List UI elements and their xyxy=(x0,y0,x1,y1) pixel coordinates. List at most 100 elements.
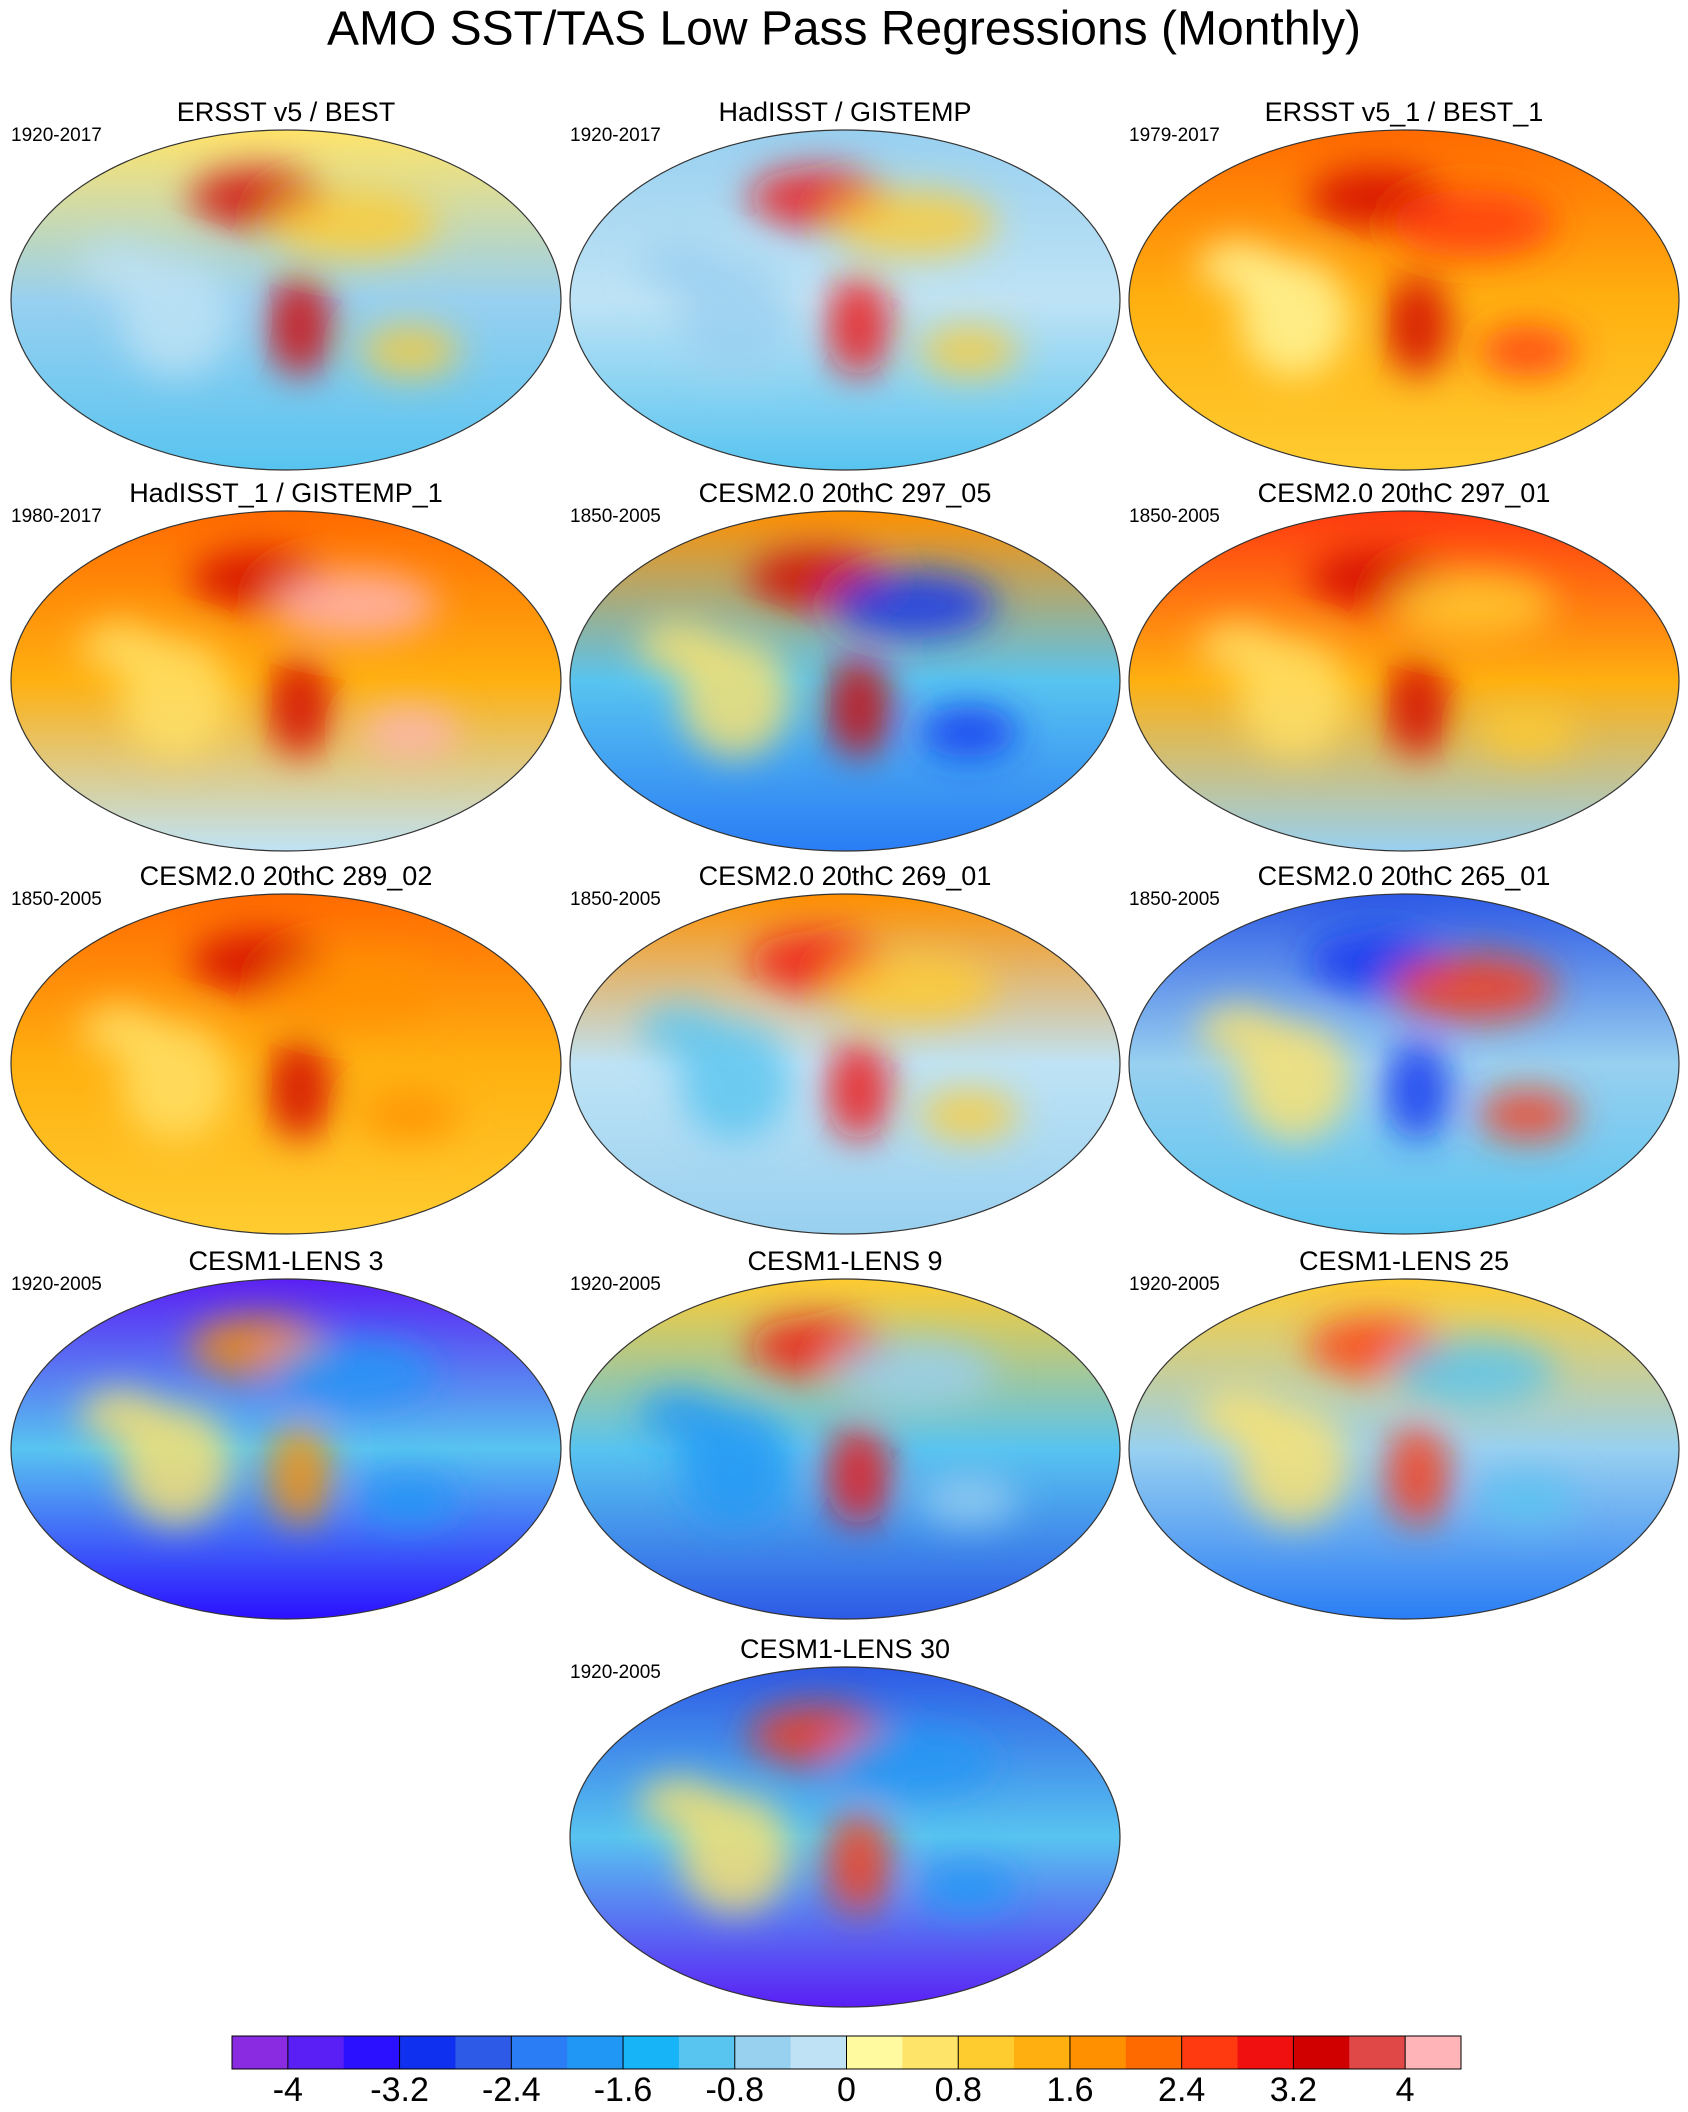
map-field xyxy=(79,548,460,758)
map-blob xyxy=(680,1021,790,1141)
map-outline xyxy=(569,510,1121,852)
map-blob xyxy=(831,189,997,258)
panel-title: HadISST / GISTEMP xyxy=(718,97,971,127)
map-blob xyxy=(1239,1021,1349,1141)
colorbar-label: 0 xyxy=(837,2071,856,2109)
panel-period: 1920-2017 xyxy=(570,125,661,146)
map-panel xyxy=(570,1279,1120,1619)
map-outline xyxy=(569,129,1121,471)
map-field xyxy=(638,548,1019,758)
colorbar-label: -4 xyxy=(273,2071,303,2109)
map-blob xyxy=(121,1021,231,1141)
map-blob xyxy=(1478,1474,1578,1526)
map-outline xyxy=(569,1666,1121,2008)
map-blob xyxy=(360,325,460,377)
panel-title: CESM2.0 20thC 289_02 xyxy=(140,861,433,891)
colorbar-label: 2.4 xyxy=(1158,2071,1205,2109)
map-blob xyxy=(1239,257,1349,377)
map-blob xyxy=(121,638,231,758)
map-outline xyxy=(10,893,562,1235)
map-blob xyxy=(1197,240,1281,292)
map-panel xyxy=(570,130,1120,470)
colorbar-box xyxy=(790,2036,847,2069)
map-panel xyxy=(570,1667,1120,2007)
colorbar-box xyxy=(287,2036,345,2069)
map-blob xyxy=(121,257,231,377)
map-panel xyxy=(1129,130,1679,470)
map-blob xyxy=(1239,638,1349,758)
map-blob xyxy=(1478,1089,1578,1141)
map-outline xyxy=(1128,510,1680,852)
map-outline xyxy=(1128,893,1680,1235)
panel-title: CESM2.0 20thC 265_01 xyxy=(1258,861,1551,891)
map-blob xyxy=(638,1389,722,1441)
panel-period: 1850-2005 xyxy=(11,889,102,910)
colorbar-box xyxy=(1405,2036,1462,2069)
panel-period: 1850-2005 xyxy=(1129,506,1220,527)
map-panel xyxy=(570,511,1120,851)
colorbar-box xyxy=(1293,2036,1350,2069)
map-blob xyxy=(1239,1406,1349,1526)
map-blob xyxy=(266,1038,333,1141)
panel-period: 1850-2005 xyxy=(1129,889,1220,910)
map-panel xyxy=(1129,894,1679,1234)
map-blob xyxy=(919,325,1019,377)
panel-title: CESM2.0 20thC 297_01 xyxy=(1258,478,1551,508)
colorbar-box xyxy=(958,2036,1015,2069)
colorbar-label: 4 xyxy=(1396,2071,1415,2109)
map-blob xyxy=(272,1338,438,1407)
map-field xyxy=(1197,548,1578,758)
map-blob xyxy=(79,621,163,673)
panel-period: 1850-2005 xyxy=(570,506,661,527)
colorbar-box xyxy=(1014,2036,1071,2069)
panel-title: ERSST v5 / BEST xyxy=(177,97,396,127)
map-outline xyxy=(569,1278,1121,1620)
map-blob xyxy=(79,240,163,292)
map-blob xyxy=(831,953,997,1022)
colorbar-box xyxy=(567,2036,624,2069)
colorbar-label: 0.8 xyxy=(935,2071,982,2109)
map-outline xyxy=(1128,1278,1680,1620)
map-blob xyxy=(1384,274,1451,377)
panel-title: CESM1-LENS 9 xyxy=(747,1246,942,1276)
map-blob xyxy=(831,1726,997,1795)
map-blob xyxy=(825,655,892,758)
map-blob xyxy=(919,1089,1019,1141)
map-blob xyxy=(680,257,790,377)
panel-period: 1920-2005 xyxy=(1129,1274,1220,1295)
colorbar-box xyxy=(343,2036,401,2069)
map-blob xyxy=(638,1777,722,1829)
map-outline xyxy=(10,1278,562,1620)
panel-period: 1920-2005 xyxy=(570,1274,661,1295)
map-blob xyxy=(272,570,438,639)
map-blob xyxy=(825,1423,892,1526)
map-field xyxy=(79,931,460,1141)
panel-title: HadISST_1 / GISTEMP_1 xyxy=(129,478,443,508)
colorbar-label: -2.4 xyxy=(482,2071,541,2109)
colorbar-label: 1.6 xyxy=(1046,2071,1093,2109)
map-field xyxy=(638,167,1019,377)
map-blob xyxy=(1384,655,1451,758)
map-outline xyxy=(10,129,562,471)
map-blob xyxy=(680,1794,790,1914)
map-blob xyxy=(1478,325,1578,377)
colorbar-box xyxy=(1349,2036,1406,2069)
map-field xyxy=(79,167,460,377)
map-blob xyxy=(79,1389,163,1441)
map-field xyxy=(638,931,1019,1141)
colorbar-box xyxy=(734,2036,792,2069)
panel-period: 1850-2005 xyxy=(570,889,661,910)
map-blob xyxy=(1384,1038,1451,1141)
map-blob xyxy=(831,570,997,639)
map-blob xyxy=(1390,570,1556,639)
map-panel xyxy=(570,894,1120,1234)
colorbar-box xyxy=(902,2036,959,2069)
colorbar-box xyxy=(511,2036,568,2069)
map-blob xyxy=(1390,953,1556,1022)
map-outline xyxy=(10,510,562,852)
map-blob xyxy=(831,1338,997,1407)
map-blob xyxy=(680,638,790,758)
map-field xyxy=(638,1316,1019,1526)
panel-title: CESM1-LENS 30 xyxy=(740,1634,950,1664)
map-blob xyxy=(638,621,722,673)
